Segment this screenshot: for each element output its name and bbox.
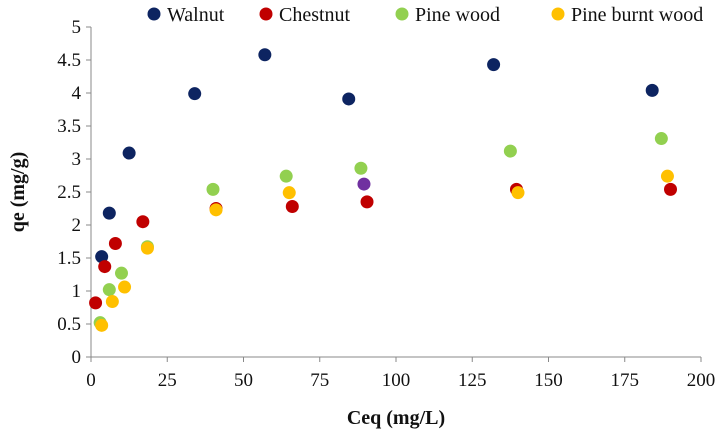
y-tick-label: 1 [72,281,82,302]
y-tick-label: 1.5 [57,248,81,269]
legend-marker [147,7,161,21]
legend-label: Pine wood [415,4,500,26]
point-pine-wood [102,283,116,297]
legend-item-walnut: Walnut [147,4,225,26]
point-pine-wood [654,132,668,146]
point-extra [357,177,371,191]
point-walnut [645,83,659,97]
y-tick-label: 0.5 [57,314,81,335]
y-tick-label: 2 [72,215,82,236]
point-pine-burnt-wood [660,169,674,183]
point-pine-burnt-wood [105,295,119,309]
point-pine-wood [115,266,128,280]
legend-marker [259,7,273,21]
point-walnut [95,250,109,264]
y-axis-title: qe (mg/g) [7,152,29,233]
point-walnut [342,92,356,106]
point-pine-burnt-wood [140,241,154,255]
y-tick-labels: 0 0.5 1 1.5 2 2.5 3 3.5 4 4.5 5 [57,17,81,368]
y-tick-label: 5 [72,17,82,38]
point-chestnut [98,260,112,274]
data-points [89,48,677,332]
legend-item-chestnut: Chestnut [259,4,351,26]
point-pine-burnt-wood [511,186,525,200]
point-pine-burnt-wood [282,186,296,200]
point-pine-wood [503,144,517,158]
point-pine-burnt-wood [209,203,223,217]
x-tick-label: 175 [611,370,640,391]
x-tick-label: 200 [687,370,716,391]
legend-item-pine-wood: Pine wood [395,4,500,26]
x-tick-label: 150 [534,370,563,391]
y-tick-label: 4 [72,83,82,104]
y-tick-label: 4.5 [57,50,81,71]
point-chestnut [89,296,103,310]
y-tick-label: 3.5 [57,116,81,137]
y-tick-label: 3 [72,149,82,170]
point-pine-wood [354,161,368,175]
axes [86,26,702,362]
x-axis-title: Ceq (mg/L) [347,407,445,429]
point-chestnut [360,195,374,209]
point-chestnut [285,200,299,214]
legend-label: Walnut [167,4,225,26]
point-walnut [102,206,116,220]
x-tick-label: 100 [382,370,411,391]
point-walnut [487,58,501,72]
x-tick-label: 75 [310,370,329,391]
point-walnut [122,146,136,160]
y-tick-label: 0 [72,347,82,368]
legend: Walnut Chestnut Pine wood Pine burnt wood [147,4,703,26]
point-chestnut [136,215,150,229]
point-walnut [188,87,202,101]
y-tick-label: 2.5 [57,182,81,203]
x-tick-label: 125 [458,370,487,391]
legend-item-pine-burnt-wood: Pine burnt wood [551,4,703,26]
x-tick-labels: 0 25 50 75 100 125 150 175 200 [86,370,715,391]
legend-marker [395,7,409,21]
point-pine-burnt-wood [95,318,109,332]
legend-marker [551,7,565,21]
point-pine-burnt-wood [118,280,132,294]
legend-label: Pine burnt wood [571,4,703,26]
x-tick-label: 0 [86,370,96,391]
x-tick-label: 25 [158,370,177,391]
point-walnut [258,48,272,62]
legend-label: Chestnut [279,4,351,26]
point-pine-wood [206,182,220,196]
point-pine-wood [279,169,293,183]
point-chestnut [664,182,677,196]
x-tick-label: 50 [234,370,253,391]
point-chestnut [108,236,122,250]
